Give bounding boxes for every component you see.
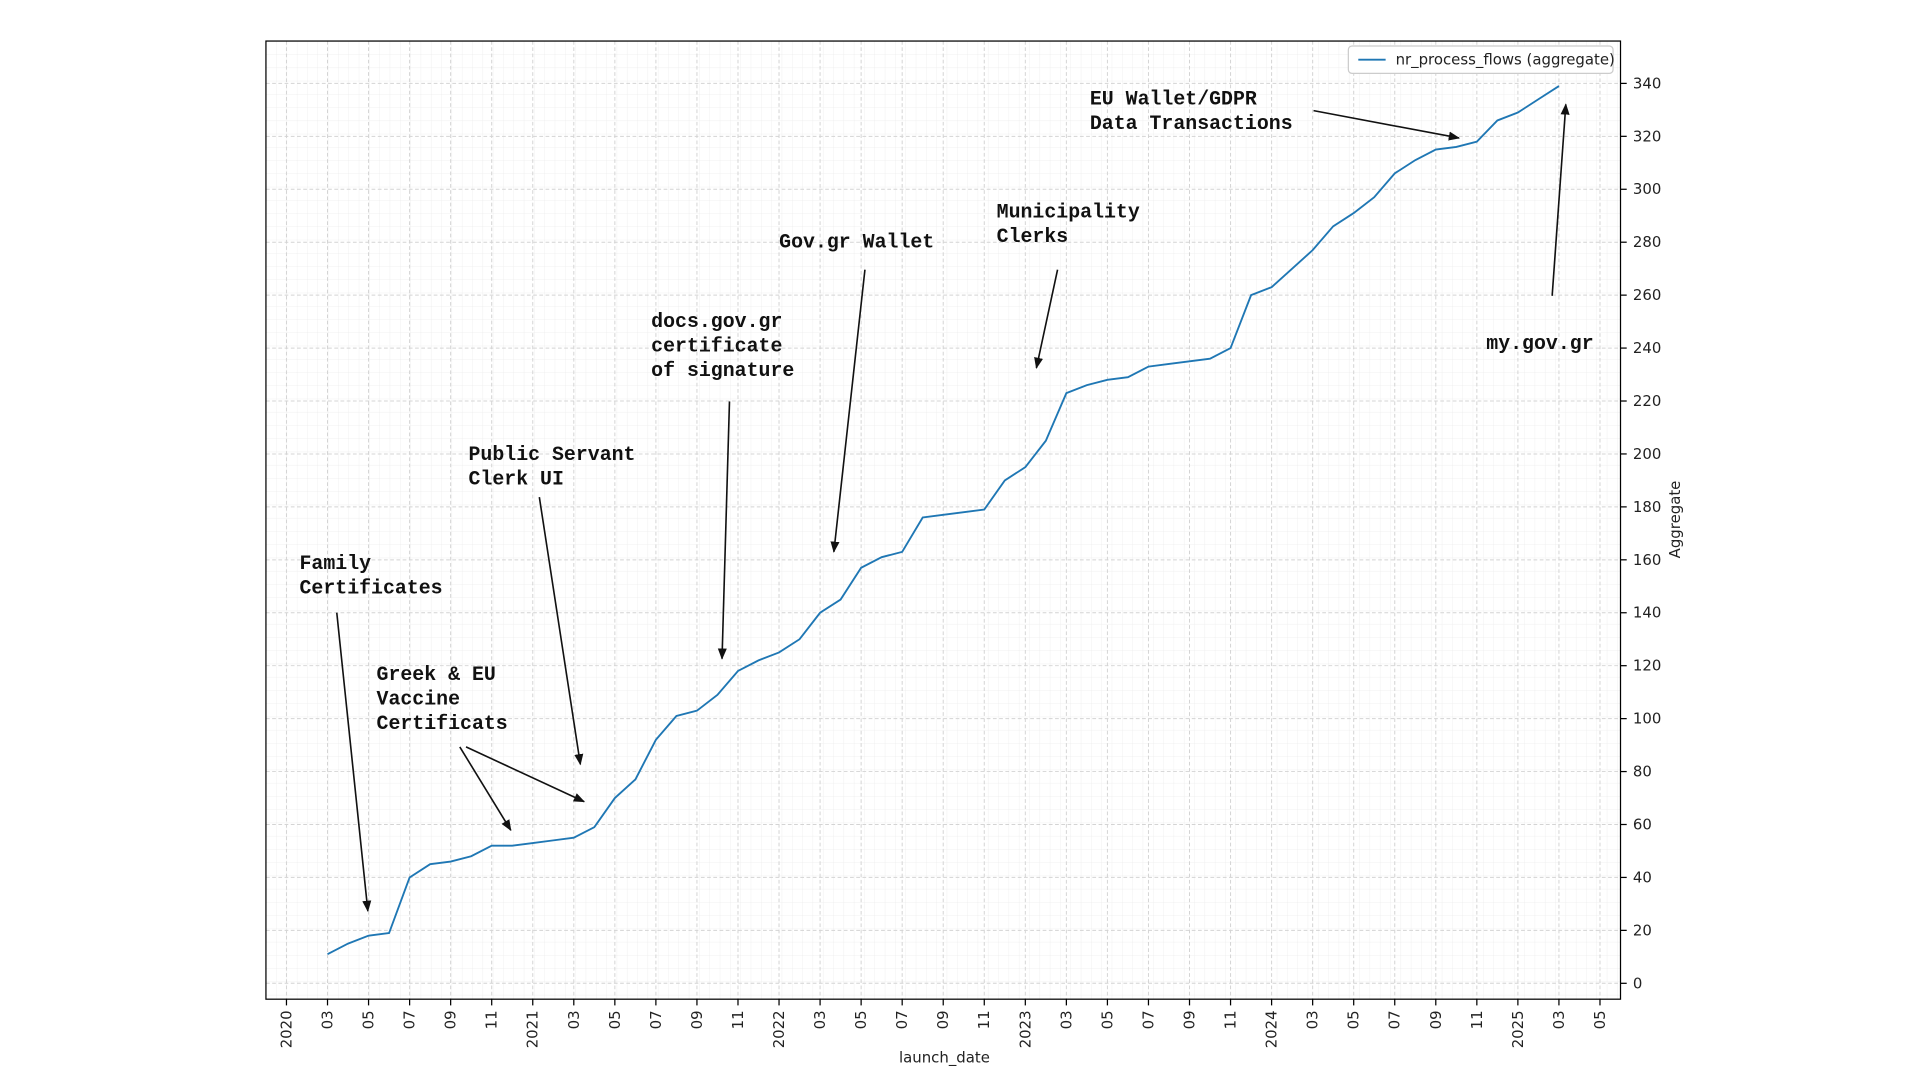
y-tick-label: 300 — [1633, 180, 1661, 198]
y-tick-label: 340 — [1633, 74, 1661, 92]
annotation-arrow — [538, 497, 584, 766]
annotation-text: Public Servant — [469, 443, 636, 466]
x-tick-label: 03 — [1550, 1010, 1568, 1029]
x-tick-label: 2021 — [524, 1010, 542, 1048]
y-tick-label: 140 — [1633, 604, 1661, 622]
annotation-arrow — [335, 612, 372, 913]
x-tick-label: 05 — [606, 1010, 624, 1029]
y-tick-label: 180 — [1633, 498, 1661, 516]
annotation-text: of signature — [651, 359, 794, 382]
x-tick-label: 07 — [647, 1010, 665, 1029]
annotation-text: Vaccine — [377, 687, 461, 710]
annotation-text: Family — [299, 552, 371, 575]
x-tick-label: 03 — [318, 1010, 336, 1029]
x-tick-label: 03 — [811, 1010, 829, 1029]
y-tick-label: 220 — [1633, 392, 1661, 410]
x-tick-label: 07 — [1139, 1010, 1157, 1029]
annotation-text: Clerks — [997, 225, 1069, 248]
y-tick-label: 40 — [1633, 868, 1652, 886]
x-tick-label: 2022 — [770, 1010, 788, 1048]
plot — [327, 85, 1560, 956]
annotation-arrow — [1313, 109, 1461, 141]
y-tick-label: 20 — [1633, 921, 1652, 939]
x-tick-label: 05 — [1098, 1010, 1116, 1029]
y-tick-label: 120 — [1633, 657, 1661, 675]
annotation-text: Data Transactions — [1090, 112, 1293, 135]
x-tick-label: 2024 — [1263, 1010, 1281, 1048]
x-tick-label: 09 — [1180, 1010, 1198, 1029]
x-tick-label: 09 — [442, 1010, 460, 1029]
data-line — [327, 85, 1560, 956]
annotation-arrow — [717, 401, 731, 660]
x-axis-label: launch_date — [899, 1049, 990, 1067]
annotation-text: docs.gov.gr — [651, 310, 782, 333]
x-tick-label: 03 — [1304, 1010, 1322, 1029]
annotation-text: Certificates — [299, 577, 442, 600]
x-tick-label: 07 — [401, 1010, 419, 1029]
y-tick-label: 60 — [1633, 815, 1652, 833]
y-axis-label: Aggregate — [1666, 481, 1684, 559]
annotation-text: Greek & EU — [377, 663, 496, 686]
annotation-text: Municipality — [997, 201, 1140, 224]
x-tick-label: 05 — [360, 1010, 378, 1029]
x-tick-label: 07 — [1386, 1010, 1404, 1029]
annotation-arrow — [465, 746, 586, 803]
x-tick-label: 2025 — [1509, 1010, 1527, 1048]
x-tick-label: 09 — [1427, 1010, 1445, 1029]
legend-label: nr_process_flows (aggregate) — [1396, 51, 1615, 69]
x-tick-label: 11 — [1468, 1010, 1486, 1029]
x-tick-label: 05 — [1591, 1010, 1609, 1029]
y-tick-label: 100 — [1633, 710, 1661, 728]
grid — [265, 41, 1621, 1000]
annotation-text: EU Wallet/GDPR — [1090, 87, 1257, 110]
y-tick-label: 80 — [1633, 763, 1652, 781]
x-tick-label: 11 — [1222, 1010, 1240, 1029]
legend-box — [1347, 45, 1614, 74]
y-tick-label: 160 — [1633, 551, 1661, 569]
annotation-text: Clerk UI — [469, 467, 564, 490]
y-tick-label: 200 — [1633, 445, 1661, 463]
x-tick-label: 11 — [729, 1010, 747, 1029]
x-tick-label: 03 — [1057, 1010, 1075, 1029]
annotation-arrow — [459, 746, 512, 832]
x-tick-label: 09 — [934, 1010, 952, 1029]
annotation-arrow — [830, 269, 866, 553]
x-tick-label: 05 — [1345, 1010, 1363, 1029]
y-tick-label: 260 — [1633, 286, 1661, 304]
y-tick-label: 240 — [1633, 339, 1661, 357]
y-tick-label: 0 — [1633, 974, 1642, 992]
x-tick-label: 2020 — [277, 1010, 295, 1048]
annotation-text: certificate — [651, 334, 782, 357]
y-tick-label: 280 — [1633, 233, 1661, 251]
annotation-arrow — [1034, 269, 1059, 369]
x-tick-label: 11 — [483, 1010, 501, 1029]
y-tick-label: 320 — [1633, 127, 1661, 145]
annotation-text: Certificats — [377, 712, 508, 735]
x-tick-label: 05 — [852, 1010, 870, 1029]
annotation-text: my.gov.gr — [1486, 332, 1593, 355]
annotation-arrow — [1551, 103, 1570, 296]
x-tick-label: 03 — [565, 1010, 583, 1029]
x-tick-label: 2023 — [1016, 1010, 1034, 1048]
annotation-text: Gov.gr Wallet — [779, 230, 934, 253]
legend: nr_process_flows (aggregate) — [1347, 45, 1615, 74]
x-tick-label: 11 — [975, 1010, 993, 1029]
x-tick-label: 09 — [688, 1010, 706, 1029]
x-tick-label: 07 — [893, 1010, 911, 1029]
